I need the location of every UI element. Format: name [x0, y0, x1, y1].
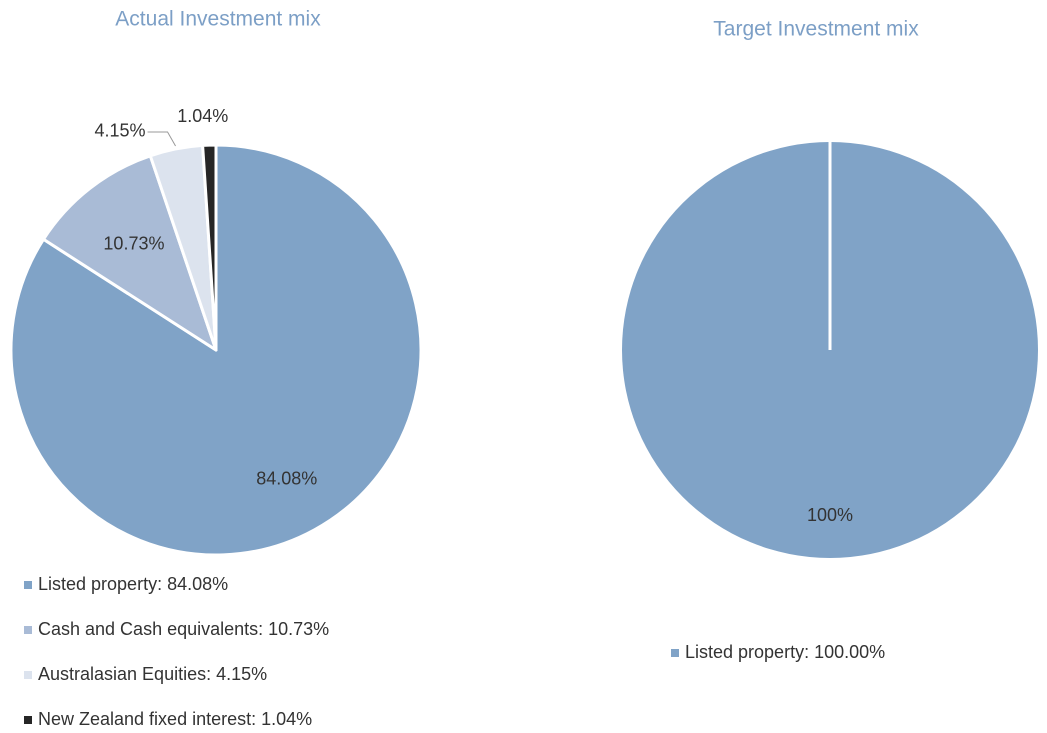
pie-slice: [41, 154, 218, 352]
legend-label: Cash and Cash equivalents: 10.73%: [38, 619, 329, 639]
legend-label: Australasian Equities: 4.15%: [38, 664, 267, 684]
data-label: 100%: [807, 505, 853, 525]
data-label: 1.04%: [177, 106, 228, 126]
chart-title: Actual Investment mix: [115, 8, 321, 31]
chart-title: Target Investment mix: [713, 18, 919, 41]
legend-swatch: [24, 671, 32, 679]
pie-slice: [201, 143, 218, 352]
legend-swatch: [24, 581, 32, 589]
leader-line: [147, 131, 176, 147]
data-label: 10.73%: [103, 234, 164, 254]
legend-swatch: [24, 716, 32, 724]
legend-swatch: [24, 626, 32, 634]
data-label: 4.15%: [95, 121, 146, 141]
legend-label: Listed property: 84.08%: [38, 574, 228, 594]
legend-label: Listed property: 100.00%: [685, 642, 885, 662]
legend-label: New Zealand fixed interest: 1.04%: [38, 709, 312, 729]
data-label: 84.08%: [256, 468, 317, 488]
legend-swatch: [671, 649, 679, 657]
